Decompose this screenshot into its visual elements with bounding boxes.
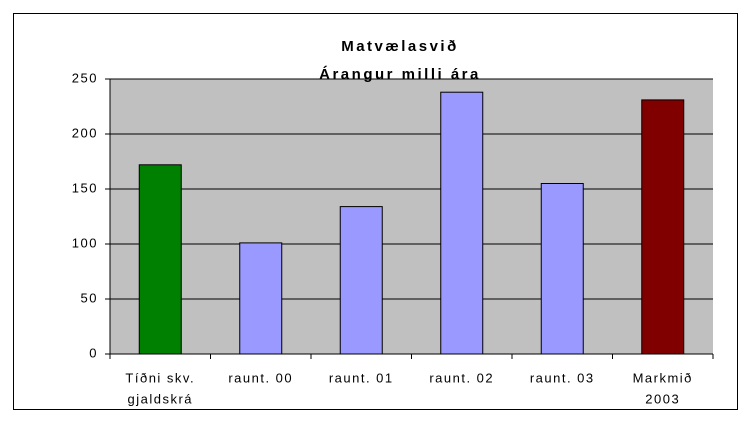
- bar: [239, 242, 283, 355]
- x-tick-label: 2003: [645, 391, 680, 406]
- x-tick-label: raunt. 02: [429, 370, 494, 385]
- chart-title: Matvælasvið: [341, 38, 459, 55]
- plot-area: [110, 79, 713, 354]
- y-tick-label: 250: [72, 70, 98, 85]
- bar: [641, 99, 685, 355]
- x-tick-label: Markmið: [633, 370, 693, 385]
- y-tick-label: 100: [72, 235, 98, 250]
- x-tick-label: Tíðni skv.: [125, 370, 195, 385]
- bar: [138, 164, 182, 355]
- bar: [339, 206, 383, 355]
- chart-title: Árangur milli ára: [319, 66, 481, 83]
- y-tick-label: 50: [81, 290, 98, 305]
- bar: [440, 91, 484, 355]
- x-tick-label: raunt. 01: [329, 370, 394, 385]
- y-tick-label: 0: [89, 345, 98, 360]
- x-tick-label: raunt. 00: [228, 370, 293, 385]
- bar: [540, 183, 584, 355]
- x-tick-label: gjaldskrá: [127, 391, 193, 406]
- x-tick-label: raunt. 03: [530, 370, 595, 385]
- y-tick-label: 150: [72, 180, 98, 195]
- y-tick-label: 200: [72, 125, 98, 140]
